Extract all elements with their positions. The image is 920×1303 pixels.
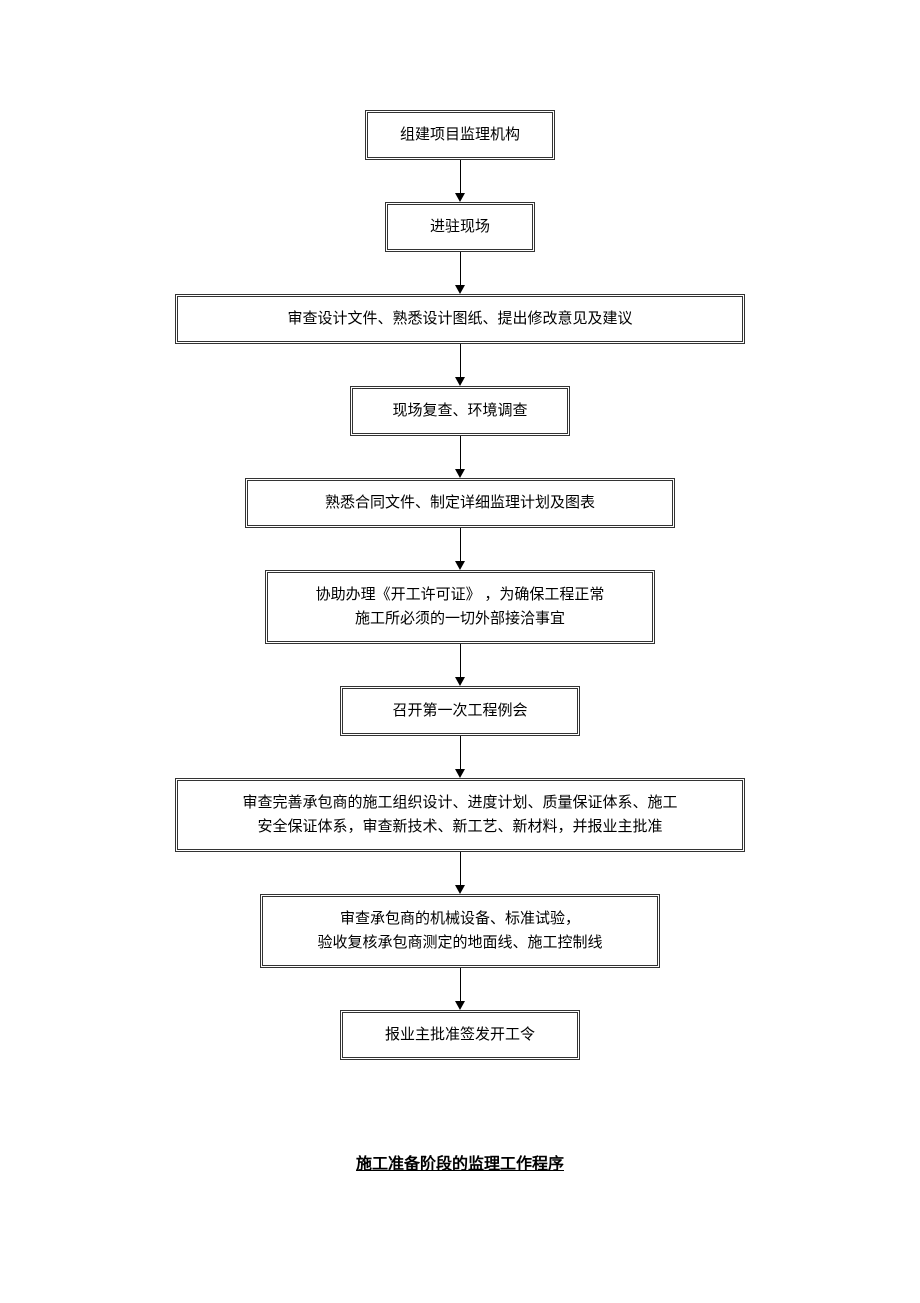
flow-node-line: 报业主批准签发开工令 [367, 1023, 553, 1047]
flow-arrow [455, 644, 465, 686]
flow-node-line: 熟悉合同文件、制定详细监理计划及图表 [272, 491, 648, 515]
flow-node-line: 现场复查、环境调查 [377, 399, 543, 423]
chevron-down-icon [455, 769, 465, 778]
flow-node-line: 进驻现场 [412, 215, 508, 239]
chevron-down-icon [455, 1001, 465, 1010]
flow-arrow [455, 736, 465, 778]
flow-node-line: 安全保证体系，审查新技术、新工艺、新材料，并报业主批准 [202, 815, 718, 839]
flow-arrow-line [460, 644, 461, 677]
flow-arrow-line [460, 436, 461, 469]
chevron-down-icon [455, 193, 465, 202]
flow-node-line: 审查设计文件、熟悉设计图纸、提出修改意见及建议 [202, 307, 718, 331]
chevron-down-icon [455, 885, 465, 894]
chevron-down-icon [455, 561, 465, 570]
flow-node-n5: 熟悉合同文件、制定详细监理计划及图表 [245, 478, 675, 528]
flow-arrow [455, 968, 465, 1010]
flow-node-n10: 报业主批准签发开工令 [340, 1010, 580, 1060]
flow-arrow [455, 252, 465, 294]
flow-node-n1: 组建项目监理机构 [365, 110, 555, 160]
flow-node-n2: 进驻现场 [385, 202, 535, 252]
flow-node-n6: 协助办理《开工许可证》 ，为确保工程正常施工所必须的一切外部接洽事宜 [265, 570, 655, 644]
flow-arrow-line [460, 852, 461, 885]
flow-node-n8: 审查完善承包商的施工组织设计、进度计划、质量保证体系、施工安全保证体系，审查新技… [175, 778, 745, 852]
flow-node-n7: 召开第一次工程例会 [340, 686, 580, 736]
flow-node-line: 协助办理《开工许可证》 ，为确保工程正常 [292, 583, 628, 607]
flow-arrow-line [460, 252, 461, 285]
chevron-down-icon [455, 469, 465, 478]
flow-node-line: 审查承包商的机械设备、标准试验， [287, 907, 633, 931]
flow-node-line: 召开第一次工程例会 [367, 699, 553, 723]
flow-node-n4: 现场复查、环境调查 [350, 386, 570, 436]
caption-text: 施工准备阶段的监理工作程序 [0, 1150, 920, 1174]
flow-arrow [455, 436, 465, 478]
flow-node-line: 审查完善承包商的施工组织设计、进度计划、质量保证体系、施工 [202, 791, 718, 815]
chevron-down-icon [455, 377, 465, 386]
flow-arrow [455, 344, 465, 386]
chevron-down-icon [455, 285, 465, 294]
flow-node-line: 组建项目监理机构 [392, 123, 528, 147]
flow-arrow-line [460, 160, 461, 193]
flow-arrow-line [460, 528, 461, 561]
flow-node-n3: 审查设计文件、熟悉设计图纸、提出修改意见及建议 [175, 294, 745, 344]
chevron-down-icon [455, 677, 465, 686]
flow-arrow [455, 528, 465, 570]
flow-arrow-line [460, 344, 461, 377]
flow-arrow [455, 160, 465, 202]
flow-node-n9: 审查承包商的机械设备、标准试验，验收复核承包商测定的地面线、施工控制线 [260, 894, 660, 968]
flow-node-line: 施工所必须的一切外部接洽事宜 [292, 607, 628, 631]
flow-arrow-line [460, 736, 461, 769]
flow-arrow-line [460, 968, 461, 1001]
flow-arrow [455, 852, 465, 894]
flowchart-container: 组建项目监理机构进驻现场审查设计文件、熟悉设计图纸、提出修改意见及建议现场复查、… [0, 110, 920, 1060]
flow-node-line: 验收复核承包商测定的地面线、施工控制线 [287, 931, 633, 955]
